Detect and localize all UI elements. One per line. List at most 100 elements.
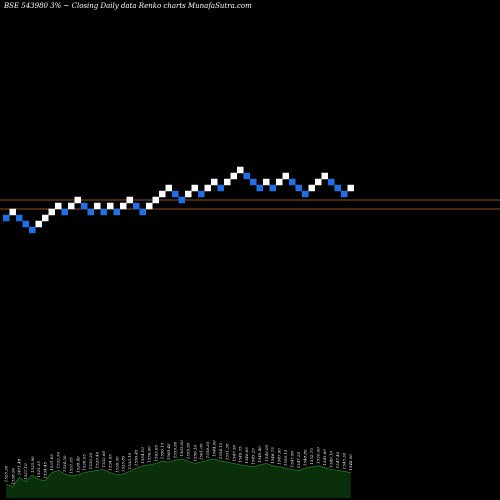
renko-brick-down xyxy=(29,226,36,234)
volume-value-label: 1556.10 xyxy=(192,445,197,462)
volume-value-label: 1551.30 xyxy=(225,443,230,460)
volume-value-label: 1534.45 xyxy=(43,462,48,479)
volume-value-label: 1545.25 xyxy=(251,448,256,465)
renko-brick-down xyxy=(178,196,185,204)
renko-brick-up xyxy=(315,178,322,186)
renko-brick-down xyxy=(172,190,179,198)
renko-brick-up xyxy=(42,214,49,222)
renko-brick-up xyxy=(74,196,81,204)
renko-brick-up xyxy=(9,208,16,216)
volume-value-label: 1554.10 xyxy=(140,447,145,464)
renko-brick-down xyxy=(250,178,257,186)
volume-value-label: 1527.10 xyxy=(23,463,28,480)
renko-brick-down xyxy=(334,184,341,192)
renko-brick-down xyxy=(81,202,88,210)
volume-value-label: 1532.50 xyxy=(56,451,61,468)
renko-brick-down xyxy=(113,208,120,216)
renko-brick-down xyxy=(87,208,94,216)
volume-value-label: 1549.05 xyxy=(264,445,269,462)
volume-value-label: 1549.10 xyxy=(329,450,334,467)
volume-value-label: 1550.00 xyxy=(316,447,321,464)
renko-brick-down xyxy=(289,178,296,186)
renko-brick-up xyxy=(146,202,153,210)
renko-brick-down xyxy=(295,184,302,192)
renko-brick-up xyxy=(94,202,101,210)
volume-value-label: 1548.50 xyxy=(348,454,353,471)
volume-value-label: 1563.00 xyxy=(179,440,184,457)
renko-brick-up xyxy=(321,172,328,180)
renko-brick-down xyxy=(302,190,309,198)
volume-value-label: 1546.65 xyxy=(244,447,249,464)
renko-brick-down xyxy=(133,202,140,210)
volume-value-label: 1536.30 xyxy=(114,456,119,473)
volume-value-label: 1545.60 xyxy=(322,449,327,466)
renko-brick-up xyxy=(308,184,315,192)
volume-value-label: 1550.15 xyxy=(283,449,288,466)
renko-brick-up xyxy=(159,190,166,198)
renko-brick-up xyxy=(276,178,283,186)
renko-brick-up xyxy=(48,208,55,216)
renko-brick-down xyxy=(269,184,276,192)
renko-brick-up xyxy=(237,166,244,174)
renko-brick-up xyxy=(282,172,289,180)
renko-brick-up xyxy=(211,178,218,186)
renko-brick-up xyxy=(55,202,62,210)
volume-value-label: 1471.48 xyxy=(17,458,22,475)
volume-value-label: 1546.75 xyxy=(270,447,275,464)
volume-value-label: 1531.05 xyxy=(69,457,74,474)
renko-brick-down xyxy=(256,184,263,192)
renko-brick-down xyxy=(16,214,23,222)
volume-value-label: 1560.40 xyxy=(166,443,171,460)
volume-value-label: 1556.15 xyxy=(160,442,165,459)
renko-brick-down xyxy=(217,184,224,192)
renko-brick-up xyxy=(230,172,237,180)
renko-brick-down xyxy=(22,220,29,228)
renko-brick-up xyxy=(68,202,75,210)
renko-brick-down xyxy=(100,208,107,216)
volume-value-label: 1547.50 xyxy=(231,445,236,462)
volume-value-label: 1547.20 xyxy=(296,451,301,468)
renko-brick-up xyxy=(191,184,198,192)
renko-brick-down xyxy=(198,190,205,198)
volume-value-label: 1531.65 xyxy=(49,454,54,471)
volume-value-label: 1559.90 xyxy=(173,441,178,458)
renko-brick-down xyxy=(341,190,348,198)
volume-value-label: 1530.10 xyxy=(127,452,132,469)
volume-value-label: 1549.40 xyxy=(257,446,262,463)
volume-value-label: 1545.30 xyxy=(342,452,347,469)
volume-value-label: 1538.90 xyxy=(10,468,15,485)
volume-value-label: 1547.90 xyxy=(277,448,282,465)
volume-value-label: 1559.95 xyxy=(186,442,191,459)
renko-bricks xyxy=(3,166,354,234)
renko-brick-down xyxy=(61,208,68,216)
renko-brick-up xyxy=(347,184,354,192)
volume-value-label: 1548.80 xyxy=(303,449,308,466)
volume-value-label: 1547.90 xyxy=(290,450,295,467)
renko-brick-up xyxy=(107,202,114,210)
volume-value-label: 1535.85 xyxy=(121,455,126,472)
volume-value-label: 1544.90 xyxy=(212,440,217,457)
renko-brick-down xyxy=(139,208,146,216)
volume-area-fill xyxy=(6,458,351,498)
volume-value-label: 1556.00 xyxy=(147,446,152,463)
volume-value-label: 1528.40 xyxy=(75,456,80,473)
volume-value-label: 1530.20 xyxy=(88,452,93,469)
renko-brick-up xyxy=(35,220,42,228)
volume-value-label: 1556.45 xyxy=(134,449,139,466)
volume-value-label: 1524.30 xyxy=(62,455,67,472)
chart-title: BSE 543980 3% ~ Closing Daily data Renko… xyxy=(4,2,252,10)
volume-value-label: 1554.10 xyxy=(218,442,223,459)
renko-brick-up xyxy=(224,178,231,186)
renko-brick-up xyxy=(263,178,270,186)
renko-brick-up xyxy=(185,190,192,198)
volume-value-label: 1558.30 xyxy=(205,441,210,458)
renko-brick-down xyxy=(3,214,10,222)
volume-value-label: 1529.40 xyxy=(95,451,100,468)
renko-brick-up xyxy=(126,196,133,204)
volume-value-label: 1525.35 xyxy=(36,461,41,478)
volume-value-label: 1552.75 xyxy=(309,448,314,465)
renko-brick-up xyxy=(152,196,159,204)
volume-value-label: 1549.75 xyxy=(238,446,243,463)
